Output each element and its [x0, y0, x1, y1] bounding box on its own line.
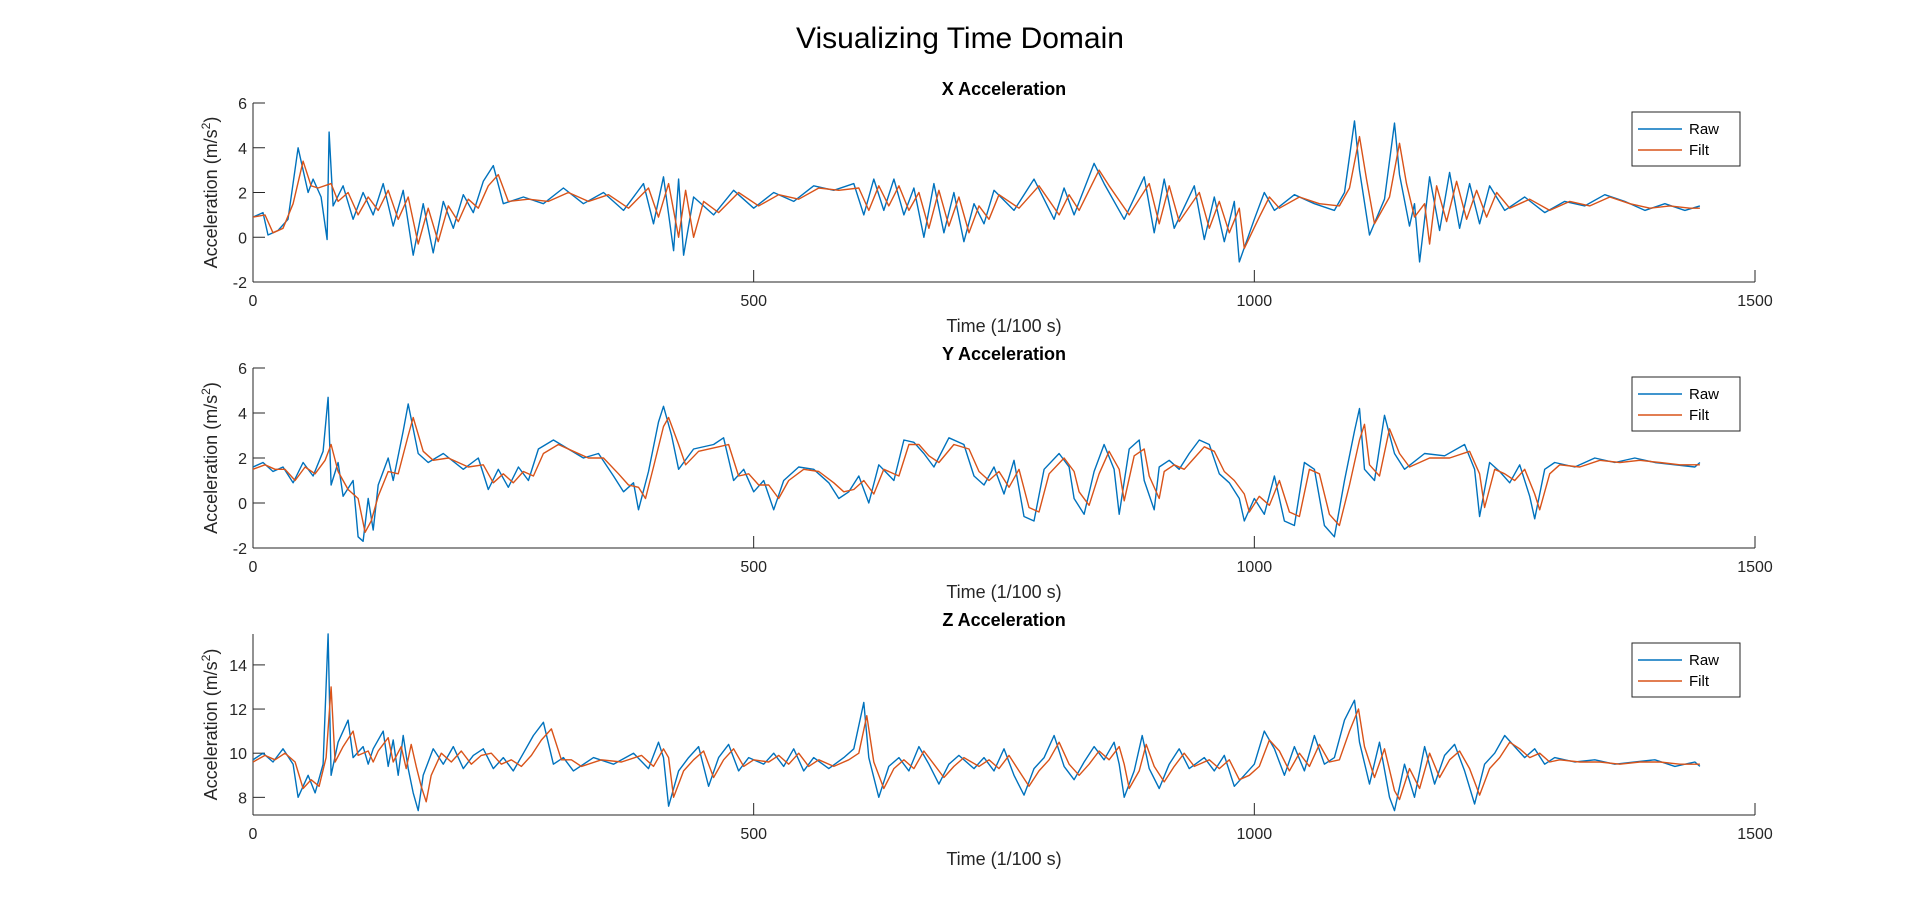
- series-line-raw: [253, 633, 1701, 812]
- series-line-raw: [253, 120, 1701, 263]
- axes-title: X Acceleration: [942, 79, 1066, 99]
- series-line-filt: [253, 686, 1700, 803]
- series-line-raw: [253, 396, 1701, 542]
- legend-label-filt: Filt: [1689, 407, 1710, 424]
- legend-box: [1631, 111, 1741, 167]
- y-axis-label: Acceleration (m/s2): [199, 117, 221, 269]
- y-tick-label: 0: [238, 496, 247, 513]
- x-tick-label: 500: [740, 826, 767, 843]
- axes-panel-3: 8 10 12 14 0 500 1000 1500 Z Acceleration Time (1…: [199, 610, 1773, 869]
- x-tick-label: 0: [249, 559, 258, 576]
- y-axis-label: Acceleration (m/s2): [199, 382, 221, 534]
- y-tick-label: 2: [238, 451, 247, 468]
- legend-label-raw: Raw: [1689, 386, 1719, 403]
- axes-title: Y Acceleration: [942, 344, 1066, 364]
- axes-title: Z Acceleration: [942, 610, 1065, 630]
- legend-box: [1631, 642, 1741, 698]
- legend: Raw Filt: [1631, 111, 1741, 167]
- legend-box: [1631, 376, 1741, 432]
- x-axis-label: Time (1/100 s): [946, 582, 1061, 602]
- y-tick-label: 14: [229, 658, 247, 675]
- y-tick-label: 6: [238, 361, 247, 378]
- x-tick-label: 1000: [1237, 826, 1273, 843]
- legend: Raw Filt: [1631, 376, 1741, 432]
- y-axis-label: Acceleration (m/s2): [199, 649, 221, 801]
- x-tick-label: 1500: [1737, 559, 1773, 576]
- x-axis-label: Time (1/100 s): [946, 316, 1061, 336]
- legend: Raw Filt: [1631, 642, 1741, 698]
- x-axis-label: Time (1/100 s): [946, 849, 1061, 869]
- x-tick-label: 1000: [1237, 559, 1273, 576]
- y-tick-label: 2: [238, 186, 247, 203]
- x-tick-label: 1500: [1737, 826, 1773, 843]
- x-tick-label: 500: [740, 559, 767, 576]
- x-tick-label: 0: [249, 293, 258, 310]
- y-tick-label: 8: [238, 790, 247, 807]
- y-tick-label: 0: [238, 230, 247, 247]
- y-tick-label: -2: [233, 541, 247, 558]
- x-tick-label: 500: [740, 293, 767, 310]
- y-tick-label: 12: [229, 702, 247, 719]
- y-tick-label: 4: [238, 141, 247, 158]
- x-tick-label: 1500: [1737, 293, 1773, 310]
- y-tick-label: -2: [233, 275, 247, 292]
- y-tick-label: 10: [229, 746, 247, 763]
- legend-label-raw: Raw: [1689, 121, 1719, 138]
- y-tick-label: 6: [238, 96, 247, 113]
- figure-title: Visualizing Time Domain: [796, 22, 1124, 55]
- series-line-filt: [253, 135, 1700, 250]
- x-tick-label: 1000: [1237, 293, 1273, 310]
- legend-label-raw: Raw: [1689, 652, 1719, 669]
- series-line-filt: [253, 416, 1700, 533]
- legend-label-filt: Filt: [1689, 142, 1710, 159]
- x-tick-label: 0: [249, 826, 258, 843]
- legend-label-filt: Filt: [1689, 673, 1710, 690]
- y-tick-label: 4: [238, 406, 247, 423]
